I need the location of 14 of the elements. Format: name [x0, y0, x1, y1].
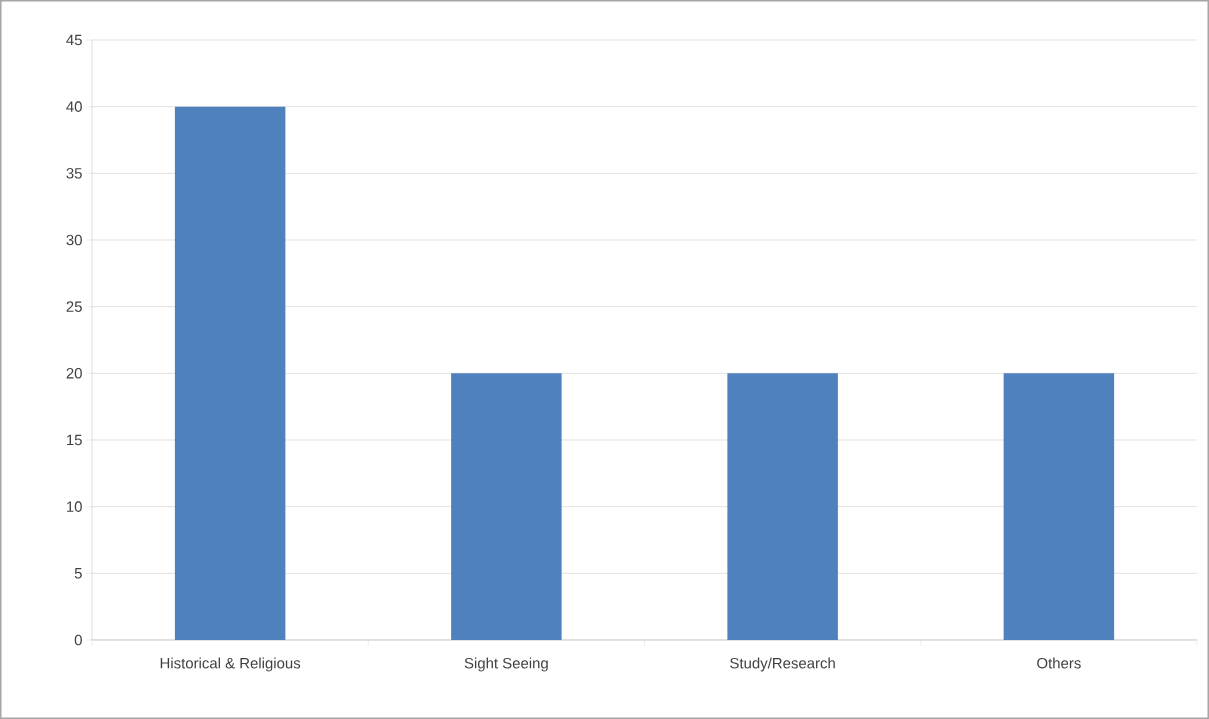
y-tick-label: 30 [66, 234, 82, 246]
x-tick-label: Sight Seeing [464, 657, 548, 672]
y-tick-label: 5 [74, 568, 82, 579]
x-tick-label: Others [1037, 657, 1081, 669]
y-tick-label: 15 [67, 434, 82, 446]
y-tick-label: 0 [74, 634, 82, 646]
y-tick-label: 35 [66, 168, 82, 179]
y-tick-label: 45 [66, 34, 82, 46]
x-tick-label: Historical & Religious [160, 657, 301, 672]
y-tick-label: 40 [66, 101, 82, 112]
y-tick-label: 10 [67, 501, 82, 512]
x-tick-label: Study/Research [730, 657, 835, 672]
y-tick-label: 20 [66, 368, 82, 379]
y-tick-label: 25 [66, 301, 82, 312]
